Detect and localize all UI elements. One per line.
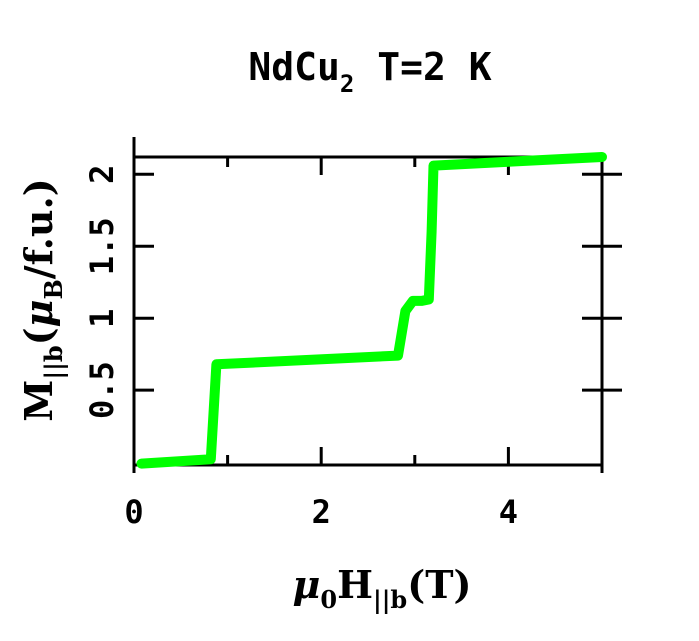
y-tick-label-3: 2	[83, 165, 121, 184]
x-axis-label-unit: (T)	[407, 562, 471, 607]
x-axis-label-sub2: ||b	[373, 585, 407, 614]
chart-title: NdCu2 T=2 K	[248, 45, 491, 98]
y-tick-label-2: 1.5	[83, 217, 121, 275]
chart-title-subscript: 2	[340, 70, 354, 98]
x-axis-label-sub1: 0	[320, 585, 337, 614]
y-tick-label-1: 1	[83, 309, 121, 328]
plot-frame	[132, 155, 604, 467]
x-axis-label: μ0H||b(T)	[293, 562, 472, 614]
y-axis-label-sub2: B	[39, 279, 68, 299]
y-axis-label-main: M	[16, 380, 61, 422]
y-axis-label-unit: /f.u.)	[16, 178, 61, 279]
x-axis-label-main: H	[337, 562, 373, 607]
y-axis-label: M||b(μB/f.u.)	[16, 178, 68, 421]
y-axis-label-open: (	[16, 327, 61, 345]
chart-title-main: NdCu	[248, 45, 340, 89]
x-tick-label-1: 2	[312, 493, 331, 531]
y-axis-ticks: 0.5 1 1.5 2	[83, 137, 622, 473]
series-line-0	[136, 152, 607, 469]
chart-title-rest: T=2 K	[354, 45, 491, 89]
x-axis-ticks: 0 2 4	[124, 157, 604, 531]
y-axis-label-greek: μ	[16, 300, 61, 328]
x-tick-label-0: 0	[124, 493, 143, 531]
x-tick-label-2: 4	[499, 493, 518, 531]
y-tick-label-0: 0.5	[83, 361, 121, 419]
x-axis-label-greek: μ	[293, 562, 321, 607]
y-axis-label-sub1: ||b	[39, 345, 68, 379]
series-group	[136, 152, 607, 469]
